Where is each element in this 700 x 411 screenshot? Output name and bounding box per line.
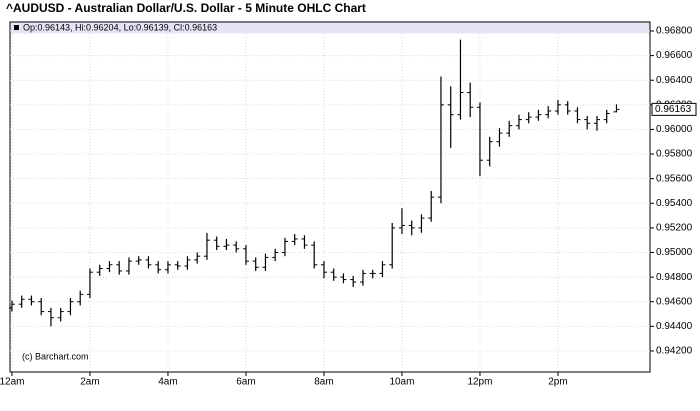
legend-strip: [10, 22, 650, 34]
y-tick-label: 0.96000: [656, 124, 693, 135]
x-tick-label: 12pm: [467, 377, 492, 388]
y-tick-label: 0.95200: [656, 223, 693, 234]
last-price-label: 0.96163: [655, 104, 692, 115]
legend-marker: [14, 25, 19, 30]
last-price-box: [651, 102, 697, 116]
y-tick-label: 0.94200: [656, 346, 693, 357]
y-tick-label: 0.95400: [656, 198, 693, 209]
x-tick-label: 4am: [158, 377, 177, 388]
y-tick-label: 0.96600: [656, 50, 693, 61]
legend-text: Op:0.96143, Hi:0.96204, Lo:0.96139, Cl:0…: [23, 22, 217, 32]
x-tick-label: 6am: [236, 377, 255, 388]
y-tick-label: 0.96800: [656, 26, 693, 37]
x-tick-label: 12am: [0, 377, 24, 388]
chart-title: ^AUDUSD - Australian Dollar/U.S. Dollar …: [6, 1, 366, 15]
x-tick-label: 2pm: [548, 377, 567, 388]
x-tick-label: 2am: [80, 377, 99, 388]
y-tick-label: 0.95600: [656, 173, 693, 184]
plot-frame: [9, 21, 651, 373]
y-tick-label: 0.94600: [656, 296, 693, 307]
watermark: (c) Barchart.com: [22, 351, 89, 361]
x-tick-label: 10am: [389, 377, 414, 388]
y-tick-label: 0.95800: [656, 149, 693, 160]
y-tick-label: 0.94800: [656, 272, 693, 283]
y-tick-label: 0.95000: [656, 247, 693, 258]
y-tick-label: 0.94400: [656, 321, 693, 332]
y-tick-label: 0.96400: [656, 75, 693, 86]
x-tick-label: 8am: [314, 377, 333, 388]
